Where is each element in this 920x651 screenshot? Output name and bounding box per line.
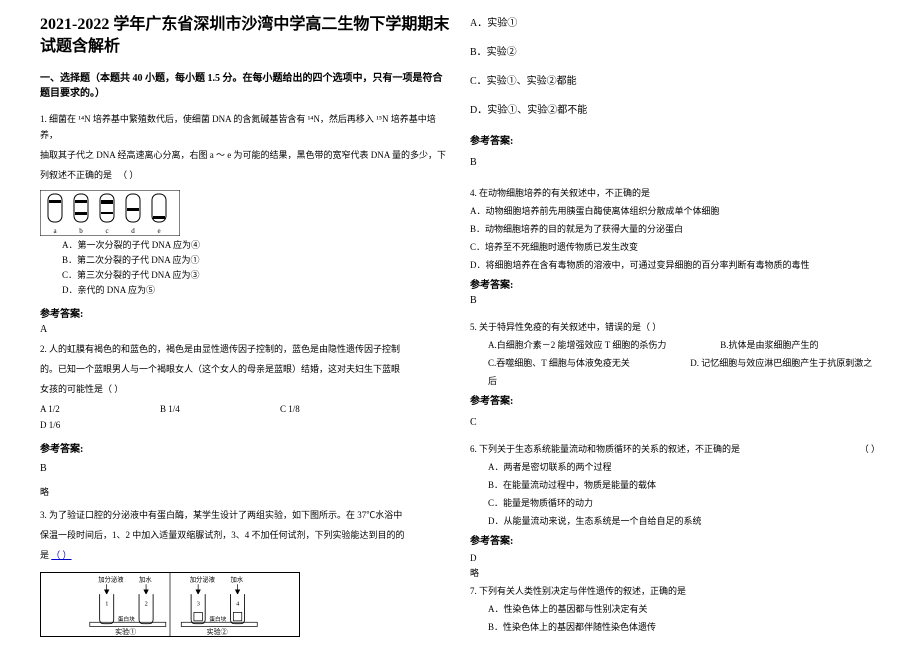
- q5-row2: C.吞噬细胞、T 细胞与体液免疫无关 D. 记忆细胞与效应淋巴细胞产生于抗原刺激…: [470, 354, 880, 390]
- q3-answer: B: [470, 157, 880, 168]
- q1-blank: （ ）: [114, 167, 142, 183]
- svg-text:3: 3: [197, 600, 200, 607]
- q1-stem-line1: 1. 细菌在 ¹⁴N 培养基中繁殖数代后，使细菌 DNA 的含氮碱基皆含有 ¹⁴…: [40, 111, 450, 143]
- q6-stem: 6. 下列关于生态系统能量流动和物质循环的关系的叙述，不正确的是: [470, 444, 740, 454]
- section-heading: 一、选择题（本题共 40 小题，每小题 1.5 分。在每小题给出的四个选项中，只…: [40, 71, 450, 101]
- q4-opt-d: D．将细胞培养在含有毒物质的溶液中，可通过变异细胞的百分率判断有毒物质的毒性: [470, 256, 880, 274]
- lbl-water-1: 加水: [139, 574, 152, 583]
- right-column: A．实验① B．实验② C．实验①、实验②都能 D．实验①、实验②都不能 参考答…: [470, 14, 880, 637]
- q5-stem: 5. 关于特异性免疫的有关叙述中，错误的是（ ）: [470, 318, 880, 336]
- q6-answer: D: [470, 551, 880, 566]
- q2-note: 略: [40, 485, 450, 500]
- q2-answer: B: [40, 463, 450, 474]
- svg-text:d: d: [131, 227, 135, 235]
- q3-opt-b: B．实验②: [470, 43, 880, 62]
- q2-opt-b: B 1/4: [160, 401, 280, 417]
- q3-answer-label: 参考答案:: [470, 132, 880, 147]
- page-title: 2021-2022 学年广东省深圳市沙湾中学高二生物下学期期末试题含解析: [40, 14, 450, 59]
- q3-opt-d: D．实验①、实验②都不能: [470, 101, 880, 120]
- svg-text:1: 1: [105, 600, 108, 607]
- q2-stem-line1: 2. 人的虹膜有褐色的和蓝色的，褐色是由显性遗传因子控制的，蓝色是由隐性遗传因子…: [40, 341, 450, 357]
- q4-opt-c: C．培养至不死细胞时遗传物质已发生改变: [470, 238, 880, 256]
- q1-stem-text: 列叙述不正确的是: [40, 170, 112, 180]
- q1-figure: a b c d e: [40, 190, 180, 236]
- q1-stem-line2: 抽取其子代之 DNA 经高速离心分离，右图 a ～ e 为可能的结果，黑色带的宽…: [40, 147, 450, 163]
- q2-stem-line2: 的。已知一个蓝眼男人与一个褐眼女人（这个女人的母亲是蓝眼）结婚，这对夫妇生下蓝眼: [40, 361, 450, 377]
- q5-row1: A.白细胞介素－2 能增强效应 T 细胞的杀伤力 B.抗体是由浆细胞产生的: [470, 336, 880, 354]
- svg-text:实验②: 实验②: [207, 627, 228, 636]
- q4-opt-a: A．动物细胞培养前先用胰蛋白酶使离体组织分散成单个体细胞: [470, 202, 880, 220]
- q3-stem-text: 是: [40, 550, 49, 560]
- q3-opt-c: C．实验①、实验②都能: [470, 72, 880, 91]
- q2-answer-label: 参考答案:: [40, 440, 450, 455]
- q6-answer-label: 参考答案:: [470, 532, 880, 547]
- q2-options: A 1/2 B 1/4 C 1/8 D 1/6: [40, 401, 450, 433]
- q6-note: 略: [470, 566, 880, 581]
- q7-opt-b: B．性染色体上的基因都伴随性染色体遗传: [470, 618, 880, 636]
- q3-stem-line2: 保温一段时间后，1、2 中加入适量双缩脲试剂，3、4 不加任何试剂，下列实验能达…: [40, 527, 450, 543]
- q5-answer-label: 参考答案:: [470, 392, 880, 407]
- tubes-svg: a b c d e: [40, 190, 180, 236]
- q2-stem-line3: 女孩的可能性是（ ）: [40, 381, 450, 397]
- q3-opt-a: A．实验①: [470, 14, 880, 33]
- q1-opt-c: C．第三次分裂的子代 DNA 应为③: [62, 268, 450, 283]
- q4-opt-b: B．动物细胞培养的目的就是为了获得大量的分泌蛋白: [470, 220, 880, 238]
- q6-stem-row: 6. 下列关于生态系统能量流动和物质循环的关系的叙述，不正确的是 （ ）: [470, 440, 880, 458]
- q1-answer: A: [40, 324, 450, 335]
- experiment-svg: 加分泌液 加水 加分泌液 加水 1 2 3 4: [41, 573, 299, 636]
- q5-opt-b: B.抗体是由浆细胞产生的: [720, 340, 818, 350]
- q4-stem: 4. 在动物细胞培养的有关叙述中，不正确的是: [470, 184, 880, 202]
- svg-text:c: c: [105, 227, 108, 235]
- q1-opt-a: A．第一次分裂的子代 DNA 应为④: [62, 238, 450, 253]
- q3-blank-link[interactable]: （ ）: [51, 550, 71, 560]
- svg-text:实验①: 实验①: [115, 627, 136, 636]
- q7-opt-a: A．性染色体上的基因都与性别决定有关: [470, 600, 880, 618]
- q6-opt-a: A．两者是密切联系的两个过程: [470, 458, 880, 476]
- q1-answer-label: 参考答案:: [40, 305, 450, 320]
- q2-opt-c: C 1/8: [280, 401, 400, 417]
- q5-answer: C: [470, 417, 880, 428]
- svg-text:e: e: [157, 227, 160, 235]
- q1-options: A．第一次分裂的子代 DNA 应为④ B．第二次分裂的子代 DNA 应为① C．…: [40, 238, 450, 299]
- q3-stem-line1: 3. 为了验证口腔的分泌液中有蛋白酶，某学生设计了两组实验，如下图所示。在 37…: [40, 507, 450, 523]
- q2-opt-a: A 1/2: [40, 401, 160, 417]
- lbl-saliva-2: 加分泌液: [190, 574, 216, 583]
- left-column: 2021-2022 学年广东省深圳市沙湾中学高二生物下学期期末试题含解析 一、选…: [40, 14, 450, 637]
- q3-stem-line3: 是 （ ）: [40, 547, 450, 563]
- svg-text:b: b: [79, 227, 83, 235]
- q5-opt-a: A.白细胞介素－2 能增强效应 T 细胞的杀伤力: [488, 336, 718, 354]
- q6-blank: （ ）: [860, 440, 880, 458]
- q1-stem-line3: 列叙述不正确的是 （ ）: [40, 167, 450, 183]
- q6-opt-b: B．在能量流动过程中，物质是能量的载体: [470, 476, 880, 494]
- q5-opt-c: C.吞噬细胞、T 细胞与体液免疫无关: [488, 354, 688, 372]
- q1-opt-d: D．亲代的 DNA 应为⑤: [62, 283, 450, 298]
- q6-opt-d: D．从能量流动来说，生态系统是一个自给自足的系统: [470, 512, 880, 530]
- q6-opt-c: C．能量是物质循环的动力: [470, 494, 880, 512]
- q7-stem: 7. 下列有关人类性别决定与伴性遗传的叙述，正确的是: [470, 582, 880, 600]
- q1-opt-b: B．第二次分裂的子代 DNA 应为①: [62, 253, 450, 268]
- lbl-saliva-1: 加分泌液: [98, 574, 124, 583]
- svg-text:2: 2: [145, 600, 148, 607]
- q2-opt-d: D 1/6: [40, 417, 160, 433]
- q3-figure: 加分泌液 加水 加分泌液 加水 1 2 3 4: [40, 572, 300, 637]
- q4-answer: B: [470, 295, 880, 306]
- lbl-water-2: 加水: [231, 574, 244, 583]
- q4-answer-label: 参考答案:: [470, 276, 880, 291]
